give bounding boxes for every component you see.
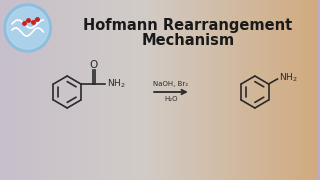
Circle shape [4,4,52,52]
Text: NH$_2$: NH$_2$ [107,78,125,90]
Text: NaOH, Br₂: NaOH, Br₂ [153,81,188,87]
Text: O: O [90,60,98,70]
Text: Hofmann Rearrangement: Hofmann Rearrangement [83,17,292,33]
Text: Mechanism: Mechanism [141,33,234,48]
Text: NH$_2$: NH$_2$ [279,72,298,84]
Circle shape [7,7,49,49]
Text: H₂O: H₂O [164,96,178,102]
